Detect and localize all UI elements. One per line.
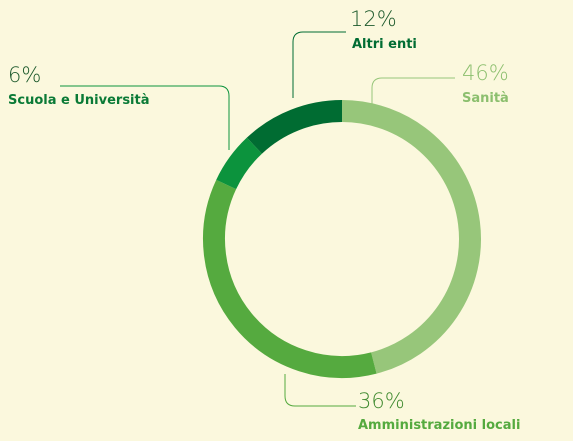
value-label: 12% (350, 7, 397, 31)
category-label: Amministrazioni locali (358, 418, 520, 433)
donut-segment (341, 100, 481, 374)
leader-line (60, 85, 230, 150)
value-label: 36% (358, 389, 405, 413)
donut-segment (216, 137, 263, 190)
donut-segment (203, 179, 377, 378)
donut-segment (246, 100, 343, 154)
category-label: Sanità (462, 91, 509, 106)
leader-line (371, 77, 455, 104)
category-label: Scuola e Università (8, 93, 150, 108)
leader-line (284, 374, 356, 407)
leader-line (292, 31, 346, 98)
value-label: 46% (462, 61, 509, 85)
category-label: Altri enti (352, 37, 417, 52)
value-label: 6% (8, 63, 41, 87)
